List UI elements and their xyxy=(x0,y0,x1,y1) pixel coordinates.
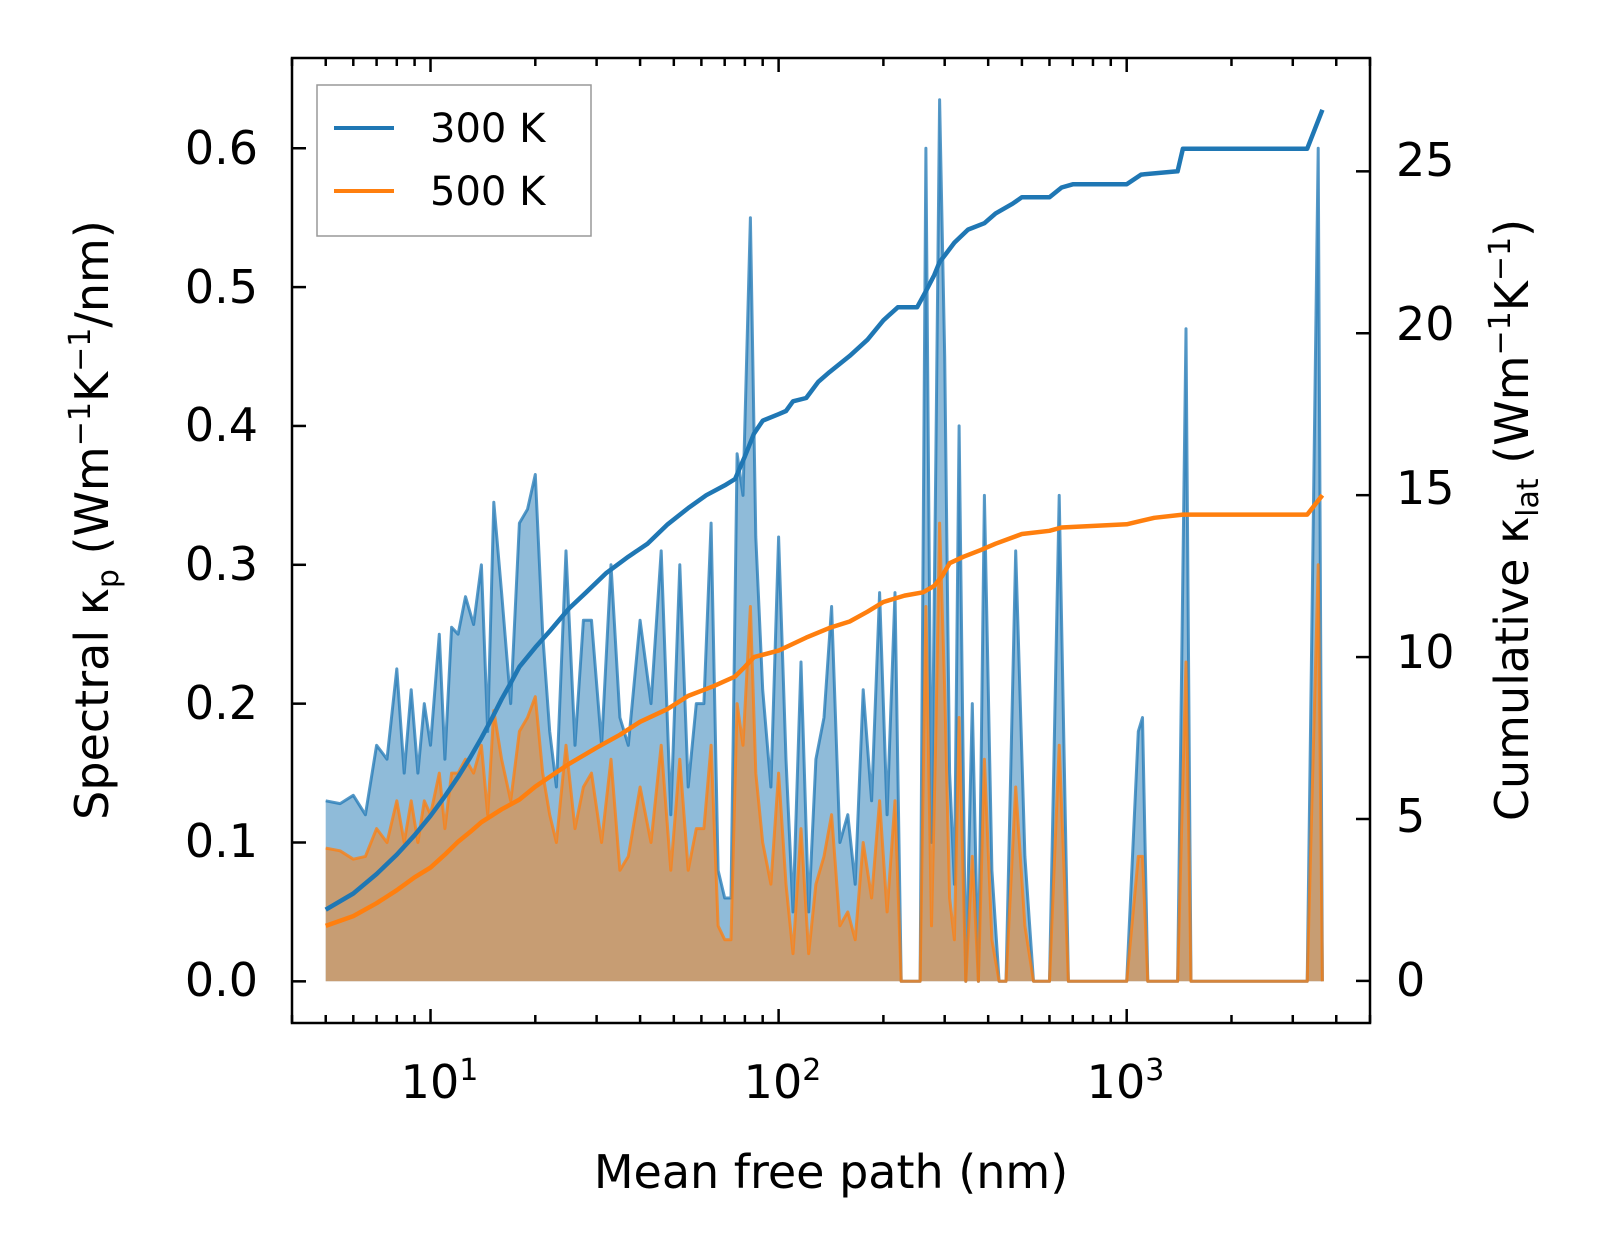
x-axis-label: Mean free path (nm) xyxy=(594,1145,1068,1199)
y-right-tick-label-5: 5 xyxy=(1396,789,1425,843)
y-right-tick-label-15: 15 xyxy=(1396,461,1455,515)
y-right-tick-label-0: 0 xyxy=(1396,953,1425,1007)
y-left-tick-label-4: 0.4 xyxy=(185,398,258,452)
ticks-layer xyxy=(290,58,1372,1023)
x-tick-label-10: 101 xyxy=(401,1053,479,1109)
y-right-tick-label-10: 10 xyxy=(1396,625,1455,679)
y-left-axis-label: Spectral κp (Wm−1K−1/nm) xyxy=(63,220,126,820)
legend-label-300k: 300 K xyxy=(430,106,547,152)
spectral-area-500k xyxy=(325,523,1323,982)
y-left-tick-label-1: 0.1 xyxy=(185,814,258,868)
plot-frame xyxy=(290,56,1372,1025)
x-tick-label-100: 102 xyxy=(744,1053,822,1109)
cumulative-layer xyxy=(324,108,1325,929)
cumulative-line-500k xyxy=(324,493,1325,929)
y-left-tick-label-2: 0.2 xyxy=(185,676,258,730)
legend-label-500k: 500 K xyxy=(430,169,547,215)
y-right-axis-label: Cumulative κlat (Wm−1K−1) xyxy=(1483,219,1546,821)
x-tick-label-1000: 103 xyxy=(1087,1053,1165,1109)
y-left-tick-label-3: 0.3 xyxy=(185,537,258,591)
spectral-line-300k xyxy=(325,98,1324,983)
legend: 300 K 500 K xyxy=(316,84,592,237)
y-left-tick-label-5: 0.5 xyxy=(185,260,258,314)
y-left-tick-label-0: 0.0 xyxy=(185,953,258,1007)
y-right-tick-label-25: 25 xyxy=(1396,133,1455,187)
legend-box xyxy=(316,84,592,237)
cumulative-line-300k xyxy=(324,108,1325,912)
y-right-tick-label-20: 20 xyxy=(1396,297,1455,351)
y-left-tick-label-6: 0.6 xyxy=(185,121,258,175)
spectral-line-500k xyxy=(325,521,1324,983)
